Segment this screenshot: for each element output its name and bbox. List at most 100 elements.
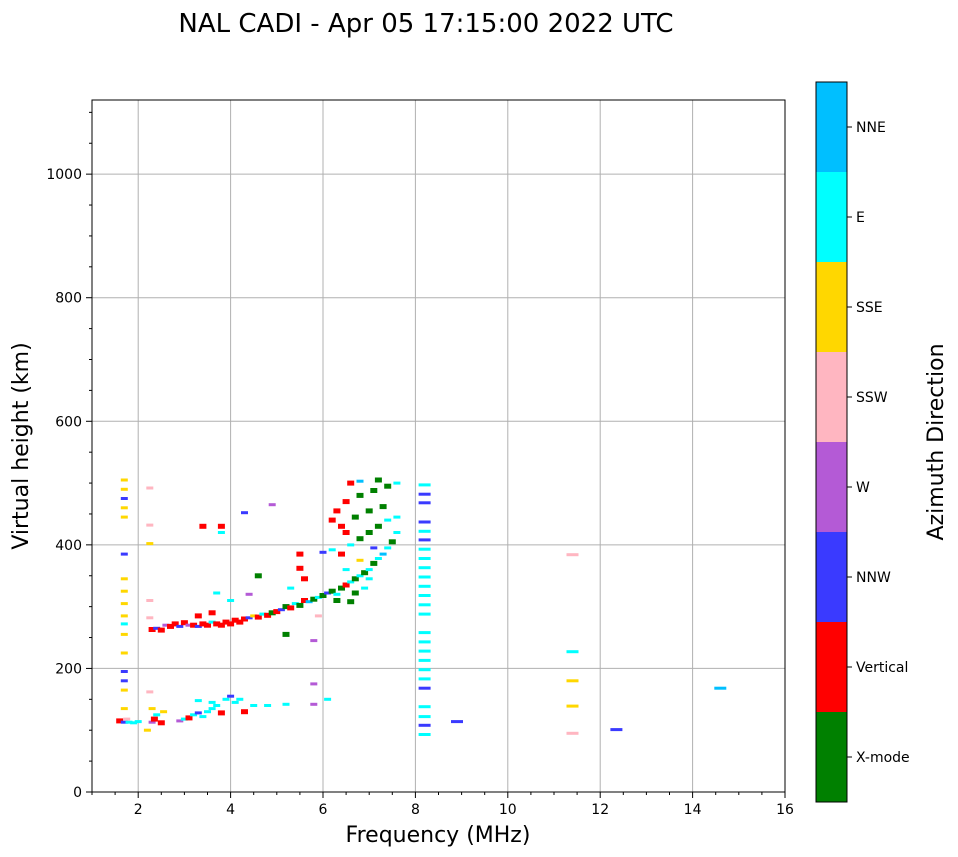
data-point	[384, 546, 392, 550]
data-point	[250, 614, 258, 618]
x-tick-label: 16	[776, 802, 794, 818]
data-point	[310, 596, 318, 602]
data-point	[393, 531, 401, 534]
y-tick-label: 400	[55, 538, 82, 554]
data-point	[566, 679, 579, 683]
data-point	[208, 620, 216, 624]
colorbar-tick-label: W	[856, 480, 870, 496]
y-tick-label: 1000	[46, 167, 82, 183]
data-point	[356, 574, 364, 578]
data-point	[273, 609, 281, 615]
data-point	[418, 612, 431, 616]
data-point	[259, 612, 267, 616]
data-point	[199, 715, 207, 719]
data-point	[296, 551, 304, 557]
y-tick-label: 800	[55, 291, 82, 307]
data-point	[418, 649, 431, 653]
data-point	[254, 614, 262, 620]
data-point	[338, 585, 345, 591]
data-point	[418, 705, 431, 709]
data-point	[566, 731, 579, 735]
data-point	[356, 558, 364, 562]
data-point	[120, 577, 128, 581]
colorbar-segment	[816, 82, 847, 172]
data-point	[282, 631, 290, 637]
data-point	[241, 616, 248, 622]
data-point	[245, 616, 253, 620]
data-point	[384, 518, 392, 522]
data-point	[365, 508, 373, 514]
data-point	[120, 506, 128, 510]
data-point	[120, 602, 128, 606]
data-point	[222, 697, 230, 701]
data-point	[208, 610, 216, 616]
data-point	[241, 511, 248, 515]
data-point	[314, 595, 322, 599]
data-point	[245, 592, 253, 596]
data-point	[264, 612, 272, 618]
chart-title: NAL CADI - Apr 05 17:15:00 2022 UTC	[178, 9, 673, 39]
data-point	[418, 640, 431, 644]
colorbar: X-mode Vertical NNW W SSW SSE E NNE	[815, 81, 910, 803]
data-point	[123, 717, 131, 721]
data-point	[365, 568, 373, 572]
data-point	[418, 631, 431, 635]
data-point	[130, 721, 138, 725]
data-point	[222, 619, 230, 625]
data-point	[227, 694, 235, 698]
data-point	[204, 710, 211, 714]
data-points	[116, 477, 727, 736]
data-point	[296, 565, 304, 571]
colorbar-segment	[816, 172, 847, 262]
colorbar-tick-label: E	[856, 210, 865, 226]
data-point	[148, 707, 156, 711]
data-point	[305, 600, 313, 604]
y-tick-label: 600	[55, 414, 82, 430]
data-point	[319, 550, 327, 554]
data-point	[296, 602, 304, 608]
data-point	[418, 566, 431, 570]
data-point	[254, 573, 262, 579]
colorbar-label: Azimuth Direction	[924, 343, 949, 540]
data-point	[347, 580, 355, 584]
data-point	[351, 576, 359, 582]
data-point	[418, 677, 431, 681]
data-point	[287, 605, 295, 611]
data-point	[418, 686, 431, 690]
data-point	[418, 538, 431, 542]
data-point	[333, 592, 341, 596]
data-point	[393, 481, 401, 485]
data-point	[342, 530, 350, 535]
colorbar-tick-label: Vertical	[856, 660, 908, 676]
data-point	[351, 514, 359, 520]
data-point	[120, 515, 128, 519]
data-point	[134, 720, 142, 724]
data-point	[356, 479, 364, 483]
data-point	[143, 728, 151, 732]
colorbar-tick-label: NNE	[856, 120, 886, 136]
data-point	[418, 658, 431, 662]
data-point	[418, 584, 431, 588]
data-point	[157, 720, 165, 726]
data-point	[120, 614, 128, 618]
data-point	[204, 622, 211, 628]
data-point	[314, 614, 322, 618]
data-point	[120, 487, 128, 491]
grid	[92, 100, 786, 793]
data-point	[365, 577, 373, 581]
y-tick-label: 200	[55, 661, 82, 677]
data-point	[333, 598, 341, 603]
data-point	[227, 621, 235, 627]
plot-background	[92, 100, 785, 792]
data-point	[361, 586, 369, 590]
data-point	[190, 713, 198, 717]
colorbar-segment	[816, 442, 847, 532]
data-point	[146, 616, 154, 620]
y-tick-label: 0	[73, 785, 82, 801]
data-point	[418, 547, 431, 551]
data-point	[338, 523, 345, 529]
data-point	[370, 560, 378, 566]
data-point	[208, 707, 216, 711]
data-point	[324, 697, 332, 701]
